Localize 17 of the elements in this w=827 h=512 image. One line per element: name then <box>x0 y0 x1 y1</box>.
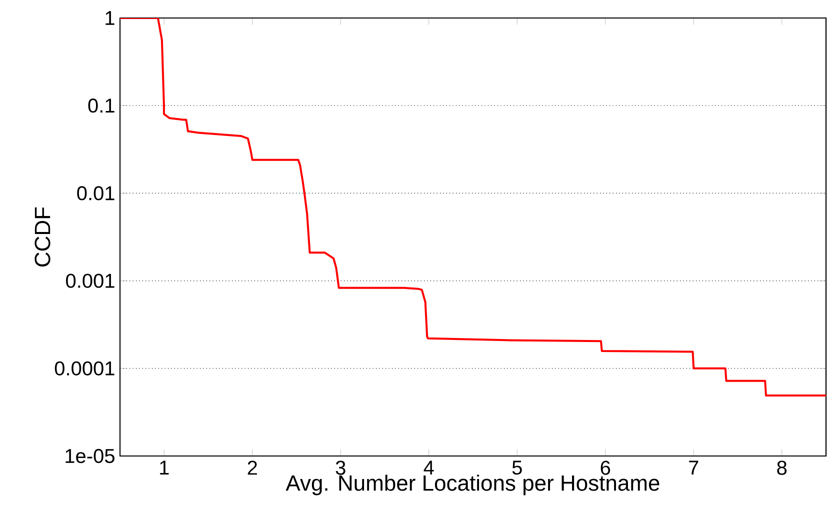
x-tick-label: 7 <box>689 460 698 474</box>
y-axis-title: CCDF <box>34 207 50 266</box>
x-axis-title: Avg. Number Locations per Hostname <box>286 474 660 496</box>
line-series <box>120 18 826 397</box>
x-tick-label: 3 <box>336 460 346 475</box>
x-tick-label: 5 <box>512 460 522 475</box>
y-tick-label: 1e-05 <box>66 448 114 464</box>
y-tick-label: 0.001 <box>66 274 114 288</box>
y-tick-label: 0.0001 <box>54 361 114 376</box>
x-tick-label: 8 <box>777 460 787 475</box>
y-tick-label: 0.01 <box>77 186 114 200</box>
x-tick-label: 4 <box>424 460 434 474</box>
x-tick-label: 1 <box>160 460 169 474</box>
y-tick-label: 1 <box>106 11 114 25</box>
y-tick-label: 0.1 <box>88 98 114 113</box>
x-tick-label: 6 <box>600 460 610 475</box>
x-tick-label: 2 <box>248 460 257 475</box>
